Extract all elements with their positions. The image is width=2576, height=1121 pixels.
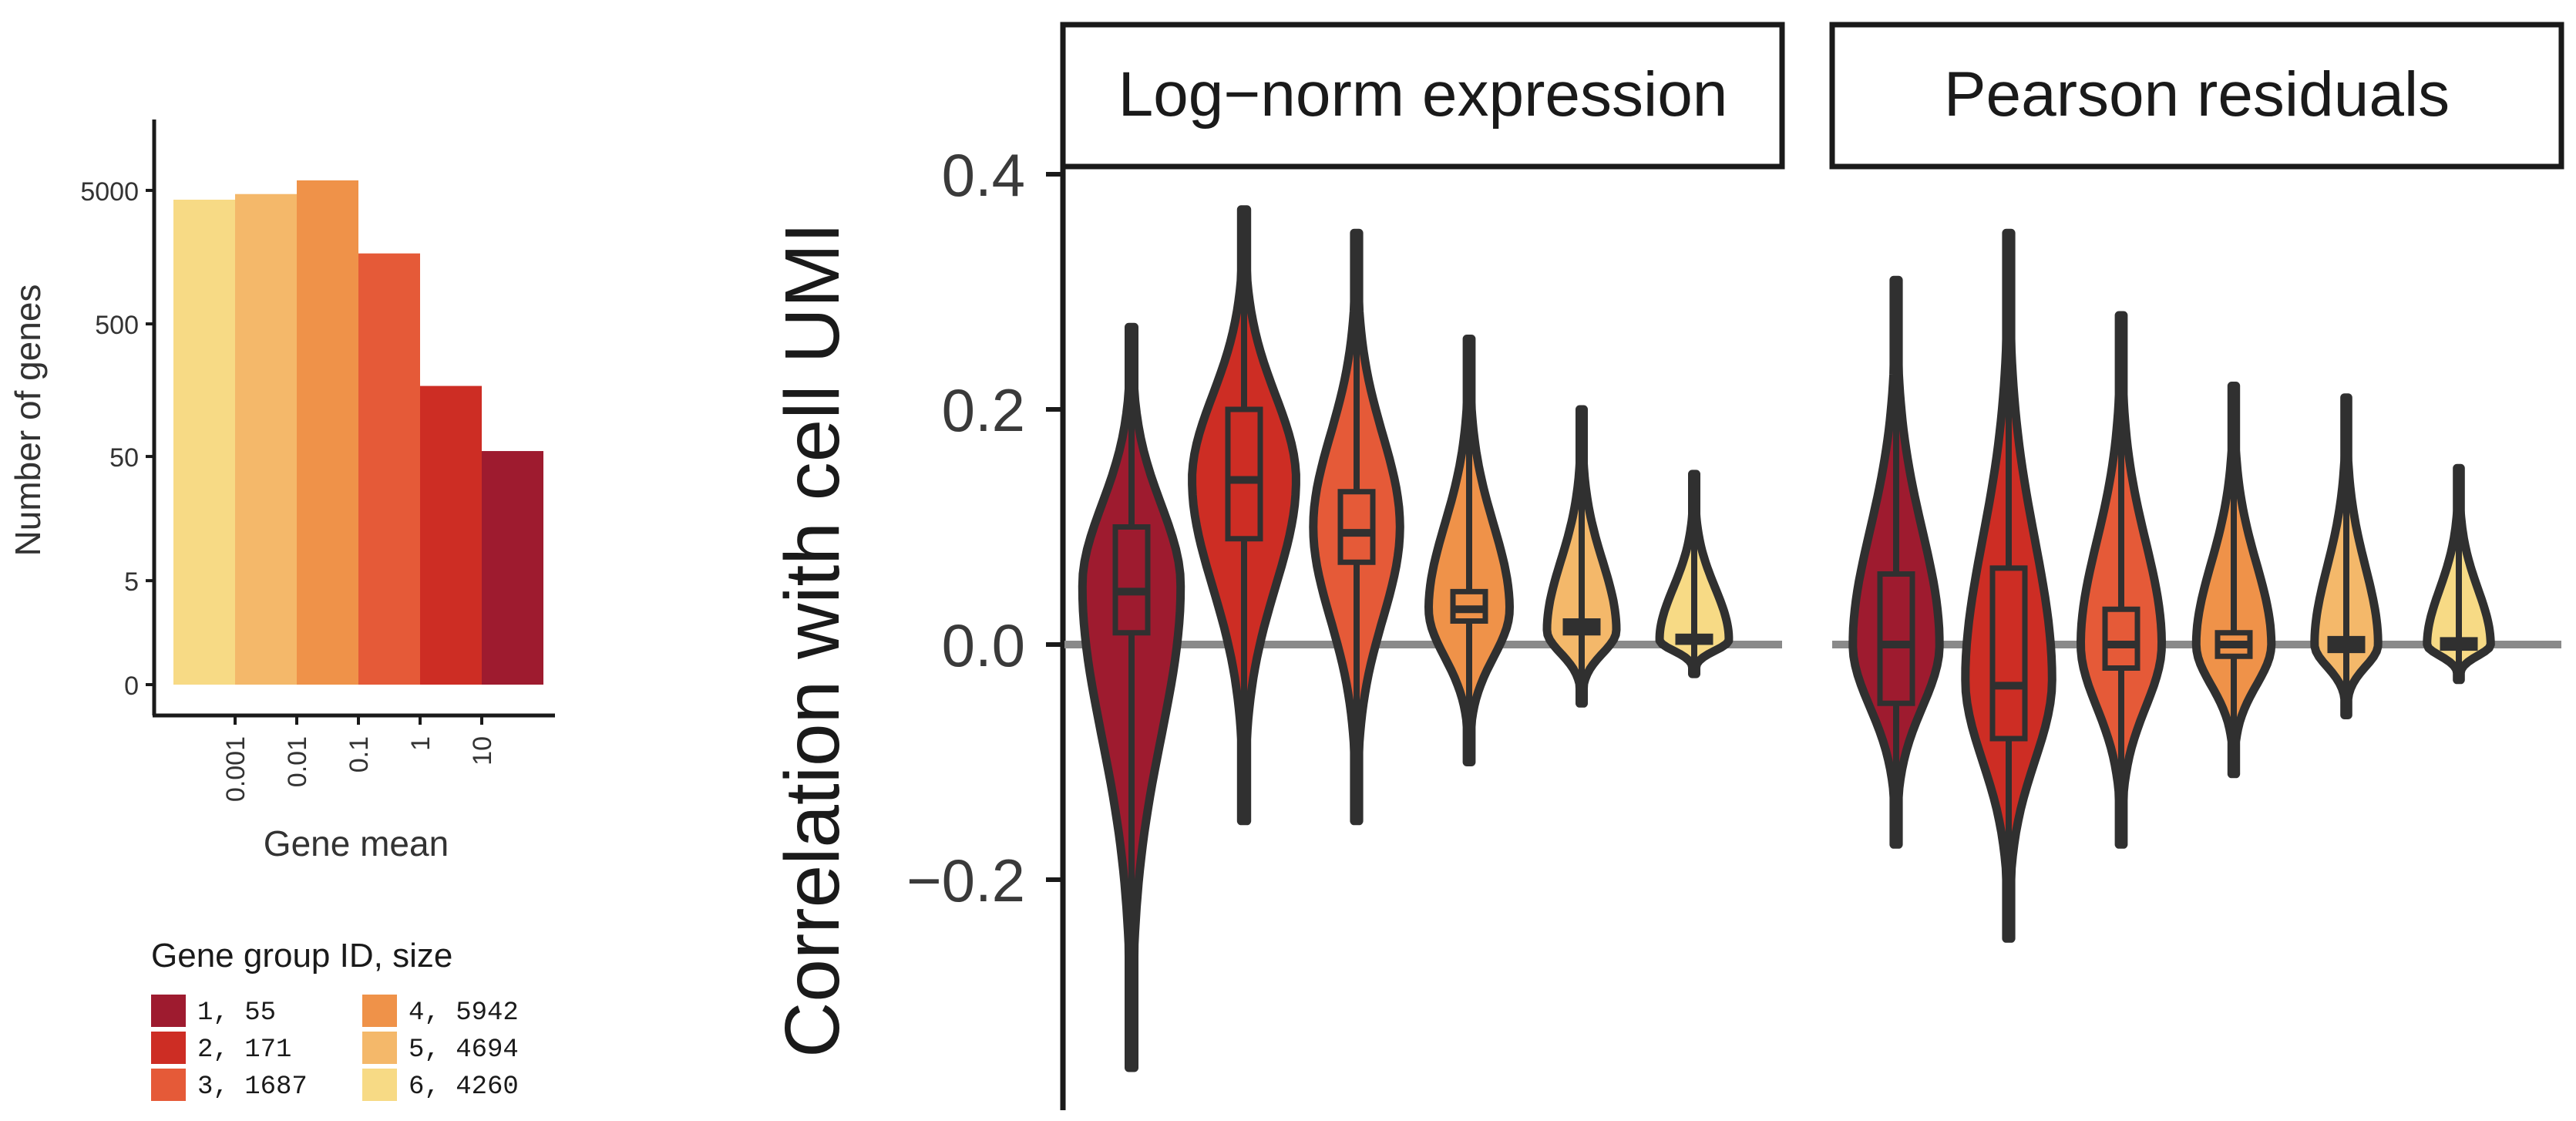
legend-swatch [151, 1032, 186, 1064]
violins [1078, 205, 2495, 1072]
legend: Gene group ID, size 1, 55 2, 171 3, 1687 4,… [151, 937, 519, 1102]
violin [1542, 405, 1621, 708]
legend-swatch [151, 995, 186, 1027]
violin-y-ticks: 0.4 0.2 0.0 −0.2 [906, 141, 1063, 914]
legend-item-label: 1, 55 [197, 998, 276, 1028]
histogram-bars [173, 180, 543, 685]
violin [1309, 228, 1404, 826]
histogram-y-tick-label: 500 [95, 311, 139, 340]
histogram-y-tick-label: 5000 [80, 177, 139, 207]
facet-title-lognorm: Log−norm expression [1118, 59, 1728, 130]
histogram-x-tick-label: 0.001 [221, 736, 251, 802]
violin [2423, 463, 2495, 685]
violin-box [1337, 489, 1376, 565]
violin [1078, 322, 1185, 1072]
facet-strip-lognorm [1060, 22, 1785, 170]
legend-item-label: 5, 4694 [409, 1035, 519, 1065]
histogram-bar [420, 385, 482, 685]
histogram-y-tick-label: 50 [109, 443, 139, 473]
legend-items: 1, 55 2, 171 3, 1687 4, 5942 5, 4694 6, 4260 [151, 995, 519, 1102]
violin [1961, 228, 2056, 943]
violin [1424, 335, 1514, 766]
violin-y-tick-label: −0.2 [906, 847, 1025, 914]
facet-title-pearson: Pearson residuals [1944, 59, 2450, 130]
histogram-y-tick-label: 5 [124, 567, 139, 597]
violin-box [2102, 606, 2141, 671]
violin-box [1989, 565, 2028, 742]
violin-box [1112, 524, 1151, 636]
histogram-x-tick-label: 0.1 [345, 736, 374, 773]
violin [2077, 311, 2166, 849]
violin-y-tick-label: 0.0 [942, 611, 1025, 679]
violin [2191, 382, 2276, 779]
gene-mean-histogram: 0 5 50 500 5000 0.001 0.01 0.1 1 10 Number of ge… [8, 120, 555, 863]
histogram-x-ticks: 0.001 0.01 0.1 1 10 [221, 715, 497, 802]
legend-item-label: 6, 4260 [409, 1072, 519, 1102]
histogram-bar [482, 451, 543, 685]
legend-title: Gene group ID, size [151, 937, 452, 975]
violin-y-axis-label: Correlation with cell UMI [769, 222, 856, 1058]
violin [1655, 470, 1734, 678]
histogram-x-axis-label: Gene mean [264, 823, 449, 863]
correlation-violin-plot: Correlation with cell UMI 0.40.20.0−0.2 … [769, 22, 2564, 1110]
violin-box [1877, 571, 1915, 706]
violin [1848, 275, 1944, 849]
legend-swatch [362, 1032, 397, 1064]
histogram-y-tick-label: 0 [124, 672, 139, 701]
violin-y-tick-label: 0.4 [942, 141, 1025, 209]
histogram-x-tick-label: 1 [406, 736, 435, 751]
histogram-x-tick-label: 10 [468, 736, 497, 766]
violin [1188, 205, 1300, 826]
legend-item-label: 3, 1687 [197, 1072, 308, 1102]
histogram-x-tick-label: 0.01 [283, 736, 312, 787]
histogram-bar [235, 194, 297, 685]
legend-item-label: 2, 171 [197, 1035, 291, 1065]
legend-swatch [362, 995, 397, 1027]
histogram-bar [173, 200, 235, 685]
legend-swatch [151, 1069, 186, 1101]
histogram-y-axis-label: Number of genes [8, 284, 48, 557]
violin-box [1225, 406, 1263, 542]
histogram-bar [297, 180, 358, 685]
histogram-bar [358, 253, 420, 685]
violin-y-tick-label: 0.2 [942, 376, 1025, 444]
histogram-y-ticks: 0 5 50 500 5000 [80, 177, 154, 701]
violin [2310, 393, 2383, 719]
legend-swatch [362, 1069, 397, 1101]
facet-strip-pearson [1829, 22, 2564, 170]
legend-item-label: 4, 5942 [409, 998, 519, 1028]
